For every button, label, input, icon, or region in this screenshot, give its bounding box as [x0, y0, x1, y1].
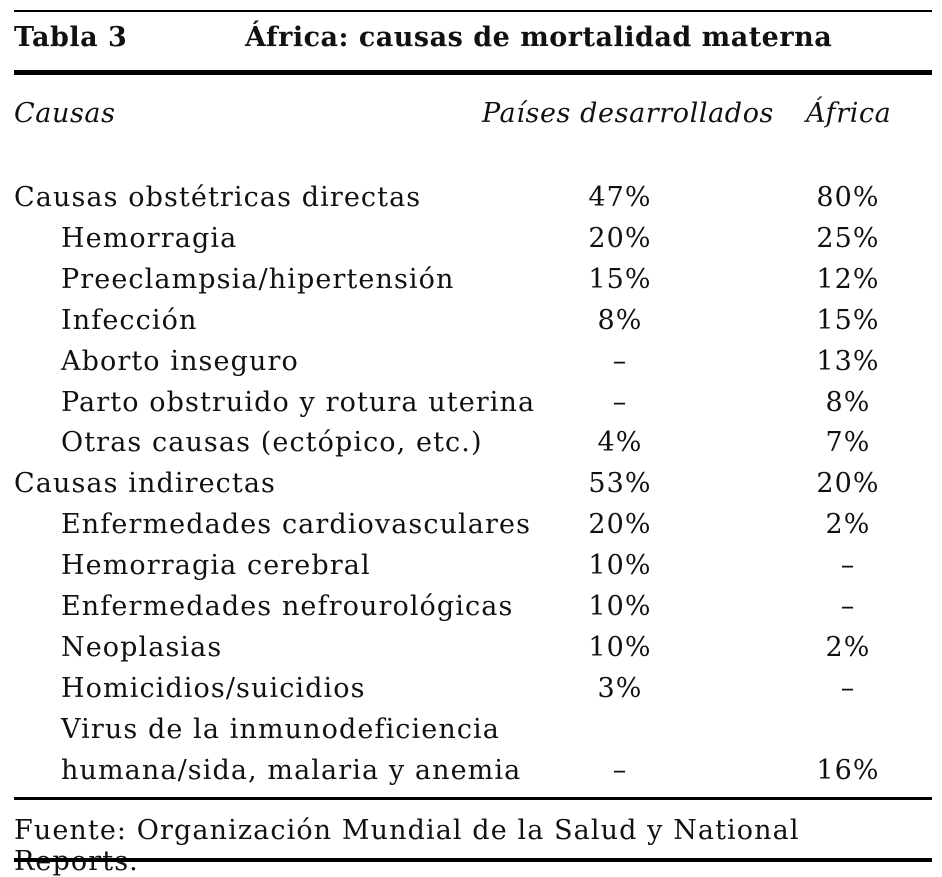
value-africa: 16%: [816, 754, 880, 786]
value-desarrollados: 10%: [588, 550, 652, 582]
value-desarrollados: –: [612, 345, 628, 377]
row-label: Infección: [61, 304, 198, 336]
value-desarrollados: 15%: [588, 263, 652, 295]
column-header-africa: África: [806, 98, 892, 129]
value-africa: 7%: [825, 427, 871, 459]
row-label: Parto obstruido y rotura uterina: [61, 386, 536, 418]
table-row: Neoplasias 10% 2%: [14, 632, 932, 673]
row-label: Neoplasias: [61, 631, 223, 663]
table-row: humana/sida, malaria y anemia – 16%: [14, 755, 932, 796]
table-row: Preeclampsia/hipertensión 15% 12%: [14, 264, 932, 305]
value-desarrollados: –: [612, 754, 628, 786]
table-number: Tabla 3: [14, 22, 128, 53]
value-desarrollados: 20%: [588, 222, 652, 254]
value-africa: 13%: [816, 345, 880, 377]
value-africa: 12%: [816, 263, 880, 295]
value-africa: 25%: [816, 222, 880, 254]
value-africa: 20%: [816, 468, 880, 500]
table-row: Virus de la inmunodeficiencia: [14, 714, 932, 755]
row-label: Otras causas (ectópico, etc.): [61, 427, 483, 459]
value-desarrollados: 10%: [588, 631, 652, 663]
table-title: África: causas de mortalidad materna: [245, 22, 833, 53]
table-row: Causas indirectas 53% 20%: [14, 468, 932, 509]
row-label: Causas indirectas: [14, 468, 276, 500]
row-label: Enfermedades nefrourológicas: [61, 591, 514, 622]
value-africa: 2%: [825, 509, 871, 541]
table-row: Homicidios/suicidios 3% –: [14, 673, 932, 714]
row-label: Hemorragia cerebral: [61, 550, 371, 582]
title-row: Tabla 3 África: causas de mortalidad mat…: [14, 22, 932, 62]
value-africa: 8%: [825, 386, 871, 418]
column-header-desarrollados: Países desarrollados: [482, 98, 775, 129]
table-row: Hemorragia cerebral 10% –: [14, 550, 932, 591]
row-label: Virus de la inmunodeficiencia: [61, 713, 500, 745]
value-desarrollados: –: [612, 386, 628, 418]
column-header-causas: Causas: [14, 98, 116, 129]
value-africa: –: [840, 672, 856, 704]
top-rule: [14, 10, 932, 12]
value-desarrollados: 20%: [588, 509, 652, 541]
row-label: Hemorragia: [61, 222, 238, 254]
value-africa: 2%: [825, 631, 871, 663]
table-row: Otras causas (ectópico, etc.) 4% 7%: [14, 427, 932, 468]
table-row: Enfermedades nefrourológicas 10% –: [14, 591, 932, 632]
value-desarrollados: 47%: [588, 182, 652, 213]
end-rule: [14, 858, 932, 862]
value-desarrollados: 10%: [588, 591, 652, 622]
source-note: Fuente: Organización Mundial de la Salud…: [14, 815, 800, 877]
value-desarrollados: 8%: [597, 304, 643, 336]
value-africa: –: [840, 591, 856, 622]
title-rule: [14, 70, 932, 75]
row-label: Homicidios/suicidios: [61, 672, 366, 704]
row-label: Aborto inseguro: [61, 345, 299, 377]
table-row: Infección 8% 15%: [14, 305, 932, 346]
value-desarrollados: 3%: [597, 672, 643, 704]
table-row: Aborto inseguro – 13%: [14, 346, 932, 387]
table-row: Hemorragia 20% 25%: [14, 223, 932, 264]
table-row: Causas obstétricas directas 47% 80%: [14, 182, 932, 223]
row-label: Preeclampsia/hipertensión: [61, 263, 455, 295]
table-figure: Tabla 3 África: causas de mortalidad mat…: [14, 0, 932, 877]
table-row: Parto obstruido y rotura uterina – 8%: [14, 387, 932, 428]
value-africa: 15%: [816, 304, 880, 336]
bottom-rule: [14, 797, 932, 800]
row-label: Enfermedades cardiovasculares: [61, 509, 532, 541]
value-desarrollados: 4%: [597, 427, 643, 459]
value-africa: 80%: [816, 182, 880, 213]
value-africa: –: [840, 550, 856, 582]
value-desarrollados: 53%: [588, 468, 652, 500]
row-label: Causas obstétricas directas: [14, 182, 422, 213]
table-row: Enfermedades cardiovasculares 20% 2%: [14, 509, 932, 550]
row-label: humana/sida, malaria y anemia: [61, 754, 522, 786]
